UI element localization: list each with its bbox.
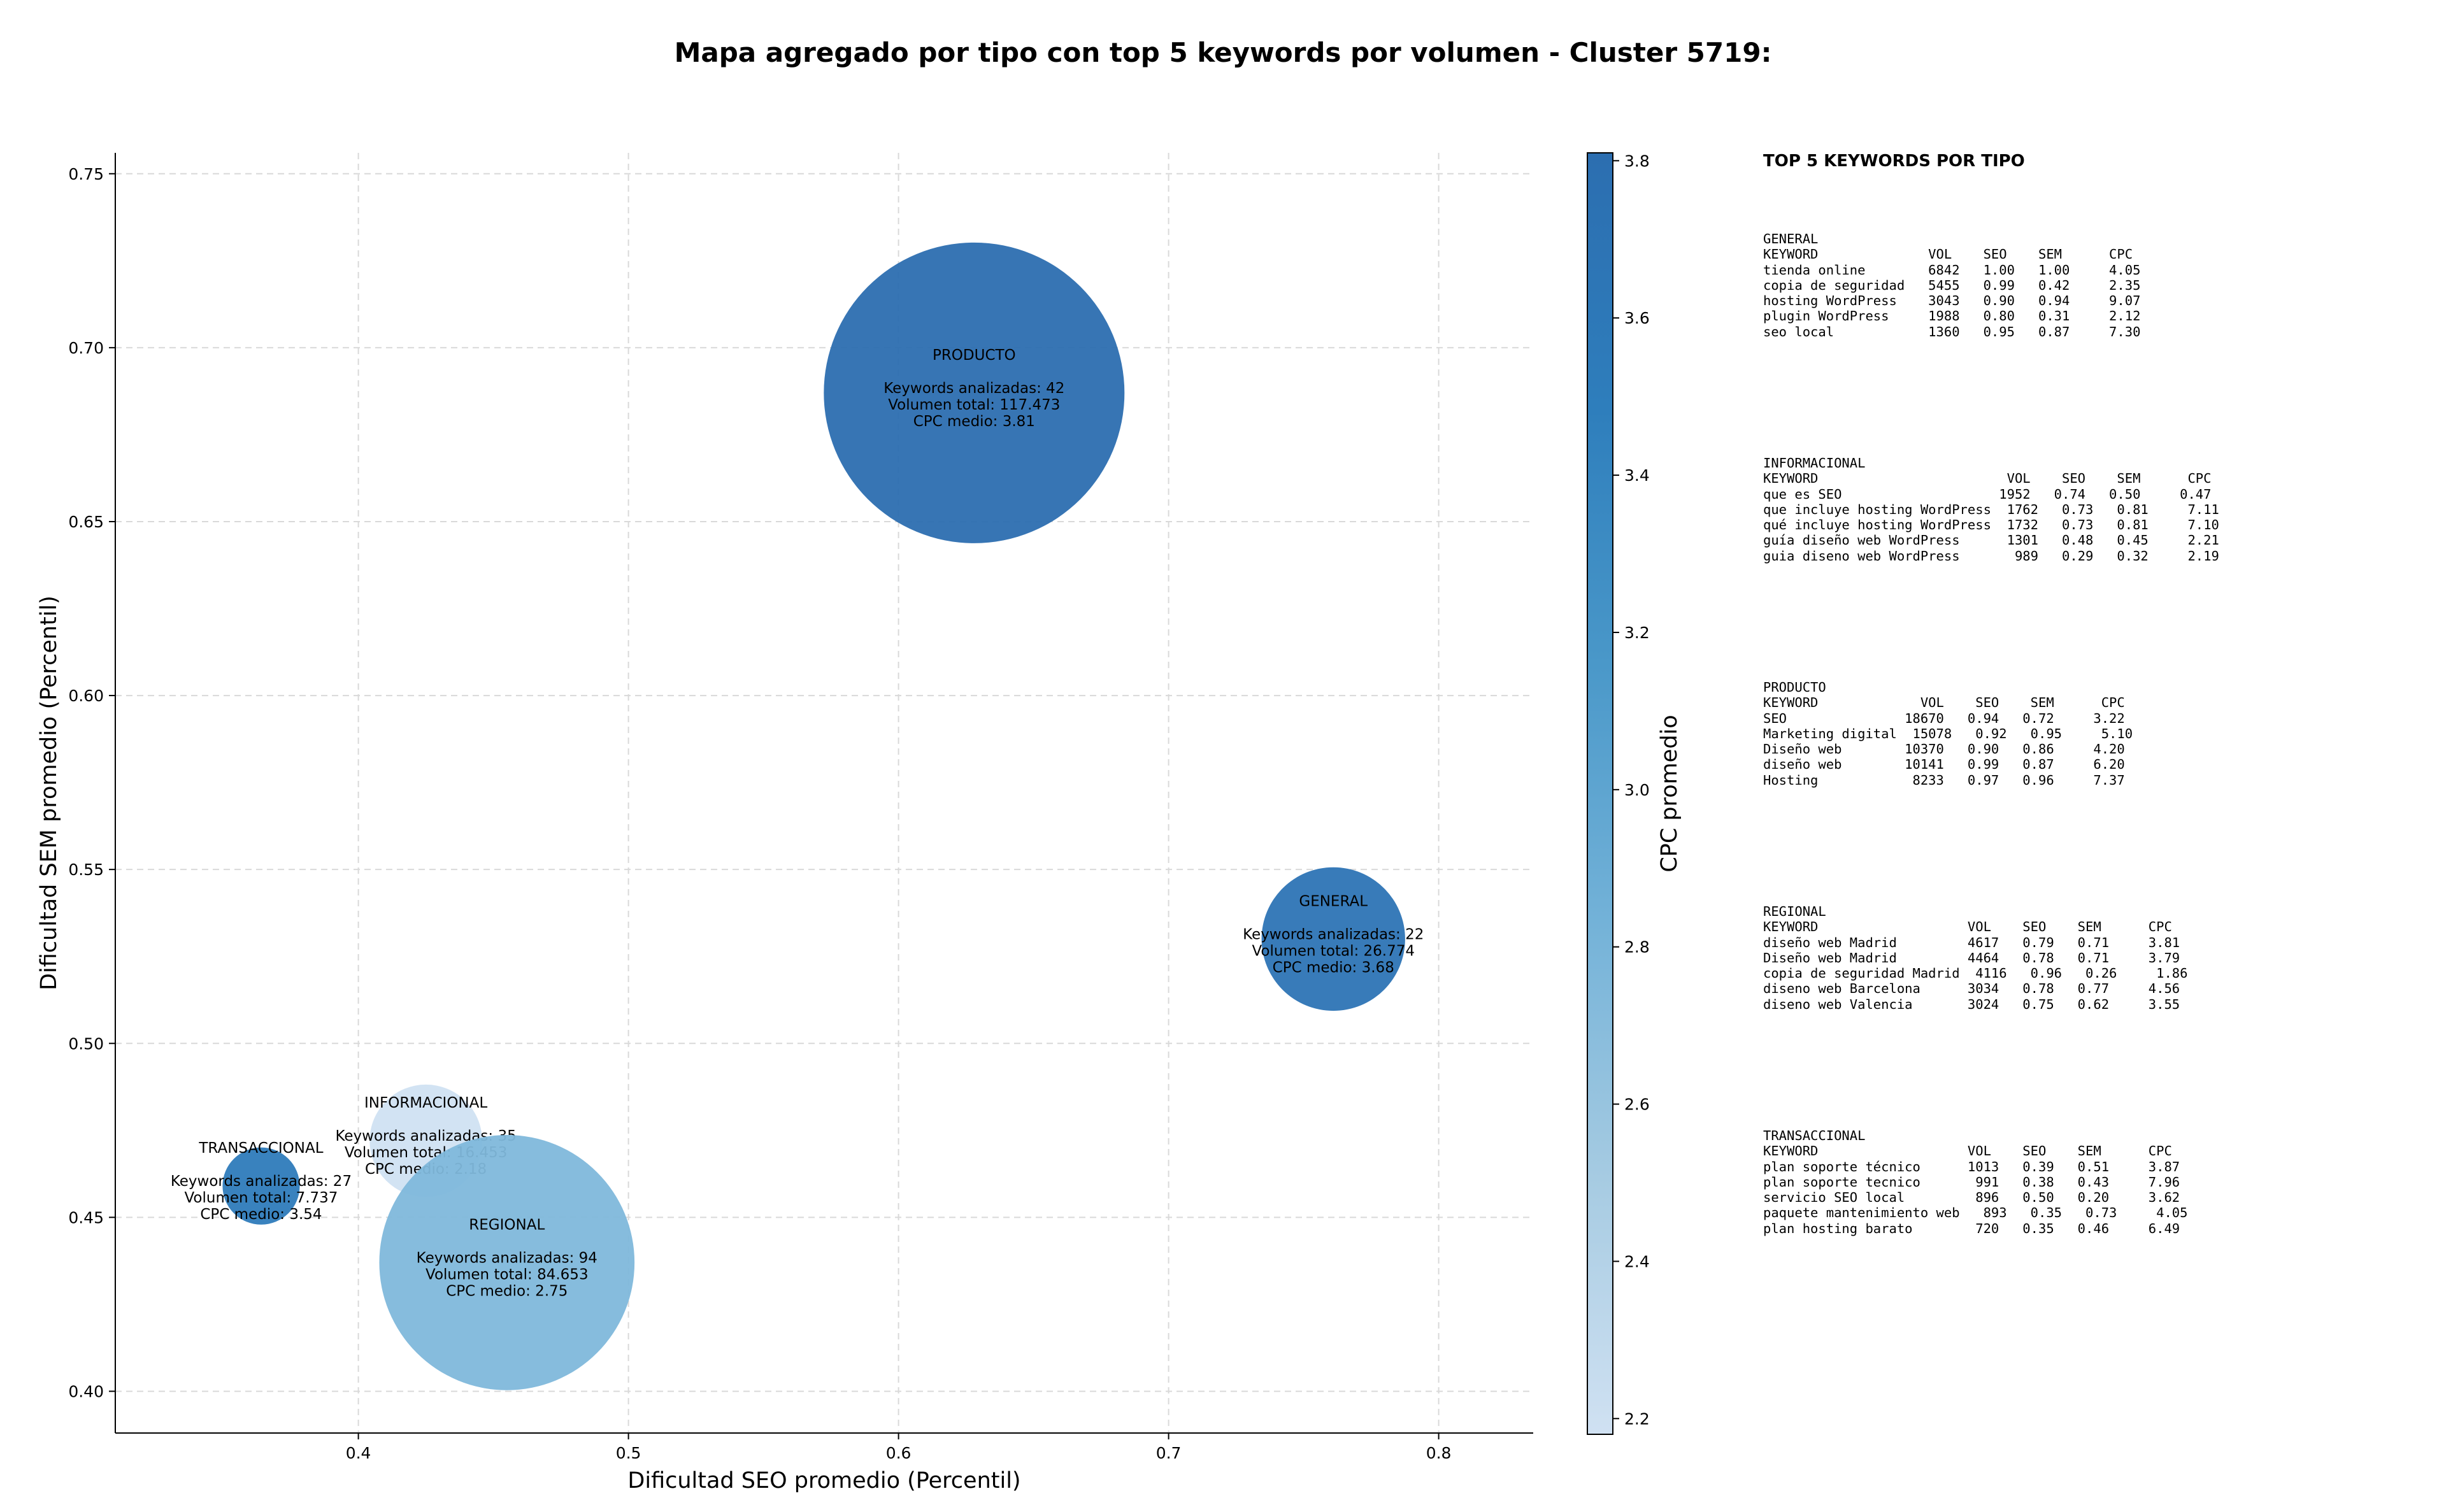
bubble-stat-label: CPC medio: 3.68 (1273, 959, 1394, 976)
bubble (379, 1135, 635, 1390)
bubble-group: TRANSACCIONAL Keywords analizadas: 27Volu… (171, 1140, 352, 1225)
colorbar-tick-label: 2.8 (1624, 938, 1650, 957)
keyword-table-row: copia de seguridad 5455 0.99 0.42 2.35 (1763, 277, 2141, 293)
keyword-table-header: KEYWORD VOL SEO SEM CPC (1763, 246, 2133, 262)
keyword-table-header: KEYWORD VOL SEO SEM CPC (1763, 919, 2172, 935)
y-tick-label: 0.40 (68, 1382, 104, 1401)
bubble-name-label: REGIONAL (469, 1216, 545, 1233)
y-tick-label: 0.65 (68, 513, 104, 531)
x-tick-label: 0.7 (1156, 1444, 1182, 1462)
keyword-table-row: seo local 1360 0.95 0.87 7.30 (1763, 324, 2141, 339)
bubble-stat-label: Keywords analizadas: 22 (1243, 926, 1424, 943)
y-tick-label: 0.75 (68, 165, 104, 183)
keyword-group-name: TRANSACCIONAL (1763, 1128, 1866, 1143)
keyword-group: REGIONAL KEYWORD VOL SEO SEM CPC diseño we… (1763, 904, 2187, 1012)
colorbar-tick-label: 2.6 (1624, 1095, 1650, 1114)
keyword-group: INFORMACIONAL KEYWORD VOL SEO SEM CPC que … (1763, 455, 2219, 564)
bubble-name-label: TRANSACCIONAL (198, 1140, 323, 1157)
keyword-table-header: KEYWORD VOL SEO SEM CPC (1763, 471, 2212, 487)
y-tick-label: 0.45 (68, 1208, 104, 1227)
keyword-table-row: que incluye hosting WordPress 1762 0.73 … (1763, 501, 2219, 517)
keyword-group-name: REGIONAL (1763, 904, 1826, 919)
keyword-table-row: plugin WordPress 1988 0.80 0.31 2.12 (1763, 308, 2141, 324)
keyword-table-row: guía diseño web WordPress 1301 0.48 0.45… (1763, 532, 2219, 548)
y-tick-label: 0.50 (68, 1034, 104, 1053)
keyword-table-header: KEYWORD VOL SEO SEM CPC (1763, 695, 2125, 711)
bubble (824, 242, 1125, 543)
keyword-group-name: GENERAL (1763, 231, 1819, 246)
keyword-table-row: diseño web Madrid 4617 0.79 0.71 3.81 (1763, 934, 2180, 950)
keyword-table-row: tienda online 6842 1.00 1.00 4.05 (1763, 262, 2141, 278)
colorbar-label: CPC promedio (1657, 715, 1682, 872)
bubble-stat-label: Volumen total: 26.774 (1252, 943, 1415, 959)
y-tick-label: 0.70 (68, 339, 104, 357)
keyword-table-row: hosting WordPress 3043 0.90 0.94 9.07 (1763, 293, 2141, 309)
bubble-name-label: GENERAL (1299, 893, 1368, 909)
keyword-group: GENERAL KEYWORD VOL SEO SEM CPC tienda onl… (1763, 231, 2140, 339)
colorbar-tick-label: 3.4 (1624, 466, 1650, 485)
keyword-table-row: diseno web Barcelona 3034 0.78 0.77 4.56 (1763, 981, 2180, 997)
keyword-table-row: que es SEO 1952 0.74 0.50 0.47 (1763, 486, 2212, 502)
colorbar: 2.2 2.4 2.6 2.8 3.0 3.2 3.4 3.6 3.8 CPC promedio (1587, 152, 1682, 1435)
bubble-stat-label: Volumen total: 117.473 (888, 397, 1060, 413)
keyword-table-row: Diseño web Madrid 4464 0.78 0.71 3.79 (1763, 950, 2180, 966)
colorbar-bar (1587, 152, 1613, 1435)
x-tick-label: 0.4 (346, 1444, 371, 1462)
keyword-table-header: KEYWORD VOL SEO SEM CPC (1763, 1143, 2172, 1159)
y-axis-label: Dificultad SEM promedio (Percentil) (36, 596, 62, 990)
keyword-group: TRANSACCIONAL KEYWORD VOL SEO SEM CPC plan… (1763, 1128, 2187, 1236)
colorbar-tick-label: 3.6 (1624, 309, 1650, 327)
bubble-stat-label: Keywords analizadas: 42 (883, 380, 1064, 397)
colorbar-tick-label: 3.8 (1624, 152, 1650, 170)
x-tick-label: 0.8 (1426, 1444, 1452, 1462)
keyword-table-row: guia diseno web WordPress 989 0.29 0.32 … (1763, 548, 2219, 564)
bubble (222, 1147, 300, 1225)
colorbar-tick-label: 2.2 (1624, 1409, 1650, 1428)
bubble-name-label: PRODUCTO (933, 347, 1016, 364)
keywords-panel-title: TOP 5 KEYWORDS POR TIPO (1763, 152, 2025, 171)
keyword-table-row: Marketing digital 15078 0.92 0.95 5.10 (1763, 725, 2133, 741)
keywords-panel: TOP 5 KEYWORDS POR TIPO GENERAL KEYWORD V… (1763, 152, 2426, 1298)
y-tick-label: 0.60 (68, 687, 104, 705)
bubble-stat-label: CPC medio: 3.81 (913, 413, 1035, 430)
x-tick-label: 0.6 (886, 1444, 912, 1462)
bubble-stat-label: CPC medio: 3.54 (200, 1206, 322, 1223)
bubble-stat-label: CPC medio: 2.75 (446, 1283, 568, 1299)
axes: 0.4 0.5 0.6 0.7 0.8 0.40 0.45 0.50 0.55 0.60 0.65 0… (36, 153, 1533, 1494)
keyword-table-row: Diseño web 10370 0.90 0.86 4.20 (1763, 741, 2125, 757)
x-tick-label: 0.5 (616, 1444, 641, 1462)
keyword-table-row: paquete mantenimiento web 893 0.35 0.73 … (1763, 1205, 2188, 1221)
chart-title: Mapa agregado por tipo con top 5 keyword… (674, 37, 1772, 68)
keyword-table-row: diseno web Valencia 3024 0.75 0.62 3.55 (1763, 996, 2180, 1012)
keyword-table-row: qué incluye hosting WordPress 1732 0.73 … (1763, 517, 2219, 533)
bubble-stat-label: Volumen total: 84.653 (426, 1266, 589, 1283)
grid-lines (115, 153, 1533, 1433)
keyword-table-row: plan soporte técnico 1013 0.39 0.51 3.87 (1763, 1159, 2180, 1174)
keyword-group-name: PRODUCTO (1763, 680, 1826, 695)
keyword-table-row: plan soporte tecnico 991 0.38 0.43 7.96 (1763, 1174, 2180, 1190)
bubble-stat-label: Keywords analizadas: 27 (171, 1173, 352, 1190)
keyword-group-name: INFORMACIONAL (1763, 455, 1866, 471)
bubble-stat-label: Volumen total: 7.737 (184, 1190, 338, 1206)
bubble (1261, 867, 1405, 1011)
x-axis-label: Dificultad SEO promedio (Percentil) (627, 1468, 1020, 1494)
colorbar-tick-label: 3.2 (1624, 624, 1650, 642)
keyword-table-row: plan hosting barato 720 0.35 0.46 6.49 (1763, 1220, 2180, 1236)
colorbar-tick-label: 3.0 (1624, 781, 1650, 799)
keyword-table-row: SEO 18670 0.94 0.72 3.22 (1763, 710, 2125, 726)
bubble-stat-label: Keywords analizadas: 94 (417, 1250, 597, 1266)
bubble-name-label: INFORMACIONAL (364, 1095, 487, 1111)
keyword-table-row: copia de seguridad Madrid 4116 0.96 0.26… (1763, 966, 2188, 981)
keyword-table-row: Hosting 8233 0.97 0.96 7.37 (1763, 772, 2125, 788)
y-tick-label: 0.55 (68, 860, 104, 879)
keyword-table-row: diseño web 10141 0.99 0.87 6.20 (1763, 757, 2125, 773)
keyword-group: PRODUCTO KEYWORD VOL SEO SEM CPC SEO 18670… (1763, 680, 2133, 788)
keyword-table-row: servicio SEO local 896 0.50 0.20 3.62 (1763, 1190, 2180, 1206)
colorbar-tick-label: 2.4 (1624, 1252, 1650, 1271)
